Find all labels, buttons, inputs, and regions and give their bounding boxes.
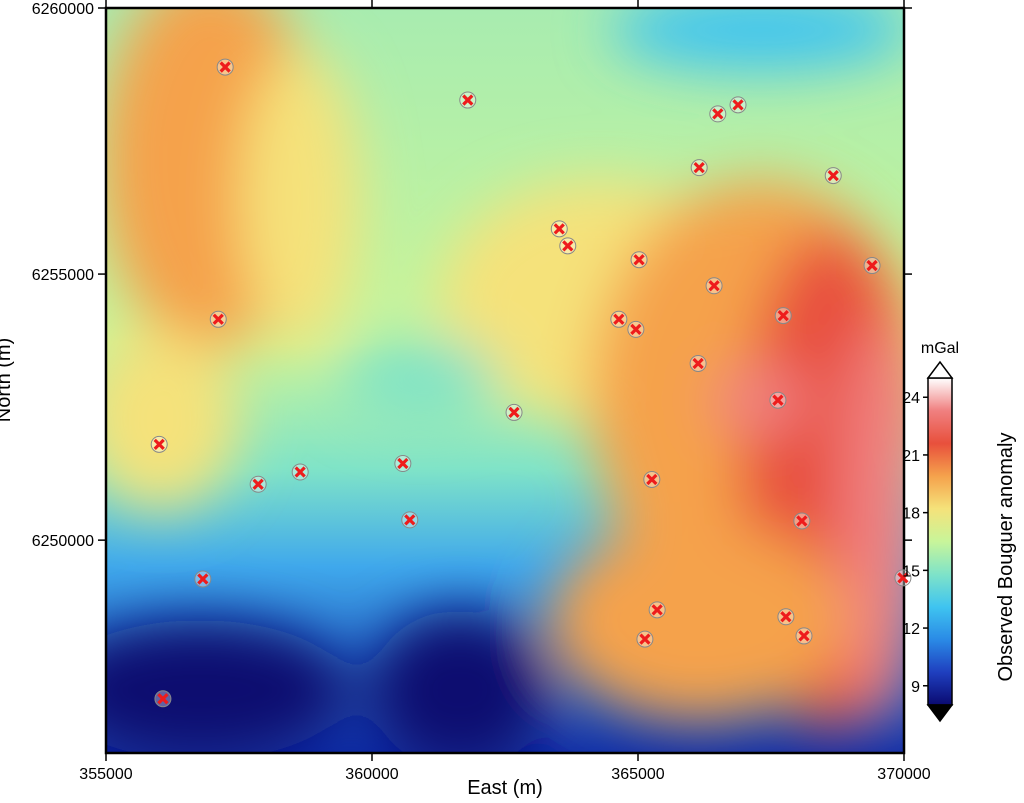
station-marker <box>643 470 661 488</box>
station-marker <box>505 403 523 421</box>
marker-cross <box>651 604 663 616</box>
marker-cross <box>692 357 704 370</box>
y-tick-label: 6255000 <box>32 267 94 284</box>
y-tick-label: 6250000 <box>32 533 94 550</box>
station-marker <box>690 159 708 177</box>
station-marker <box>709 105 727 123</box>
marker-cross <box>212 313 224 325</box>
station-marker <box>550 220 568 238</box>
marker-cross <box>553 223 565 235</box>
x-tick-label: 355000 <box>79 766 132 783</box>
colorbar-tick-label: 24 <box>902 390 920 407</box>
colorbar-tick-label: 9 <box>911 679 920 696</box>
marker-cross <box>646 473 658 486</box>
marker-cross <box>157 693 169 705</box>
marker-cross <box>153 438 165 450</box>
anomaly-field <box>106 8 904 753</box>
station-marker <box>795 627 813 645</box>
station-marker <box>777 608 795 626</box>
marker-cross <box>708 280 720 292</box>
marker-cross <box>732 99 744 111</box>
marker-cross <box>219 61 231 73</box>
station-marker <box>154 690 172 708</box>
station-marker <box>729 96 747 114</box>
station-marker <box>774 307 792 325</box>
y-axis-label: North (m) <box>0 338 15 422</box>
colorbar-label: Observed Bouguer anomaly <box>995 432 1017 681</box>
marker-cross <box>780 611 792 623</box>
colorbar-tick-label: 15 <box>902 563 920 580</box>
marker-cross <box>630 323 642 336</box>
station-marker <box>689 354 707 372</box>
station-marker <box>249 475 267 493</box>
y-tick-label: 6260000 <box>32 1 94 18</box>
x-tick-label: 370000 <box>877 766 930 783</box>
colorbar <box>927 377 953 706</box>
station-marker <box>150 435 168 453</box>
station-marker <box>216 58 234 76</box>
marker-cross <box>712 108 724 120</box>
marker-cross <box>562 240 574 252</box>
marker-cross <box>197 573 209 585</box>
station-marker <box>630 251 648 269</box>
plot-frame <box>104 6 906 755</box>
x-tick-label: 360000 <box>345 766 398 783</box>
station-marker <box>194 570 212 588</box>
station-marker <box>610 310 628 328</box>
colorbar-unit: mGal <box>921 340 959 357</box>
marker-cross <box>827 169 839 182</box>
station-marker <box>705 277 723 295</box>
station-marker <box>559 237 577 255</box>
station-marker <box>793 512 811 530</box>
station-marker <box>291 463 309 481</box>
colorbar-tick-label: 21 <box>902 448 920 465</box>
marker-cross <box>639 633 651 645</box>
marker-cross <box>294 466 306 478</box>
station-marker <box>636 630 654 648</box>
colorbar-max-triangle <box>926 360 954 379</box>
station-marker <box>648 601 666 619</box>
x-tick-label: 365000 <box>611 766 664 783</box>
station-marker <box>769 391 787 409</box>
marker-cross <box>613 313 625 325</box>
marker-cross <box>252 478 264 490</box>
marker-cross <box>397 457 409 470</box>
marker-cross <box>508 406 520 419</box>
marker-cross <box>798 630 810 642</box>
colorbar-tick-label: 12 <box>902 621 920 638</box>
marker-cross <box>462 94 474 106</box>
station-marker <box>863 257 881 275</box>
station-marker <box>401 511 419 529</box>
colorbar-min-triangle <box>926 704 954 723</box>
station-marker <box>394 455 412 473</box>
marker-cross <box>772 394 784 406</box>
station-marker <box>894 569 912 587</box>
station-marker <box>459 91 477 109</box>
marker-cross <box>693 162 705 174</box>
marker-cross <box>897 572 909 584</box>
colorbar-tick-label: 18 <box>902 506 920 523</box>
station-marker <box>209 310 227 328</box>
marker-cross <box>633 254 645 266</box>
marker-cross <box>796 515 808 527</box>
marker-cross <box>404 514 416 526</box>
station-marker <box>627 320 645 338</box>
marker-cross <box>866 259 878 272</box>
station-marker <box>824 167 842 185</box>
marker-cross <box>777 309 789 322</box>
x-axis-label: East (m) <box>467 777 543 798</box>
